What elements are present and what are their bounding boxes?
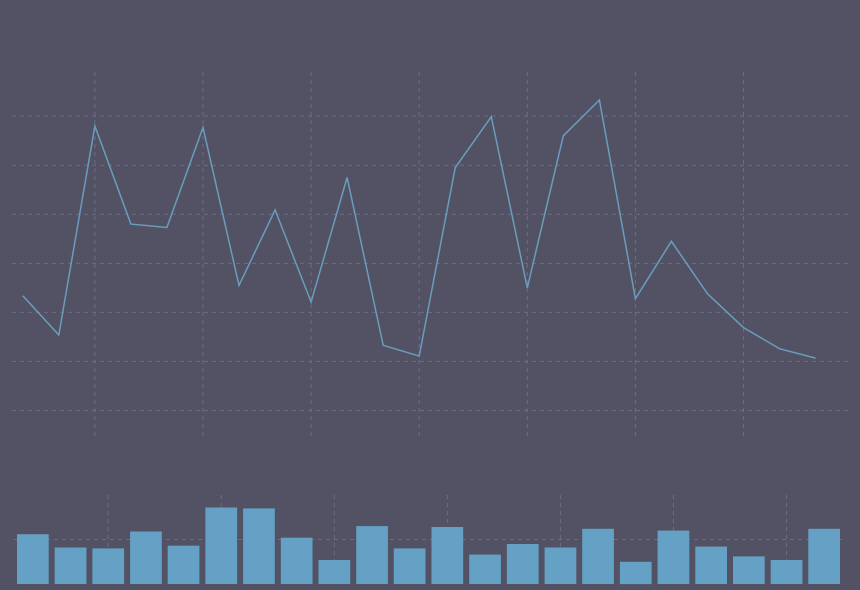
bar-14 [544,547,577,584]
line-chart-series [22,98,816,359]
bar-4 [167,545,200,584]
bar-21 [808,528,840,584]
bar-6 [243,508,275,584]
bar-7 [280,537,313,584]
line-chart-grid [12,72,848,440]
bar-16 [619,561,652,585]
line-series-path [22,98,816,359]
bar-2 [92,548,125,584]
bar-chart-series [17,507,840,585]
bar-10 [393,548,426,584]
bar-11 [431,527,464,584]
bar-12 [469,554,501,584]
bar-8 [318,560,351,584]
bar-9 [356,526,388,584]
bar-5 [205,507,238,584]
bar-15 [582,528,614,584]
bar-0 [17,534,49,584]
bar-19 [733,556,765,584]
bar-3 [130,531,162,584]
bar-1 [54,547,87,584]
bar-20 [770,560,803,584]
bar-17 [657,530,690,584]
bar-18 [695,546,727,584]
bar-13 [506,544,539,584]
